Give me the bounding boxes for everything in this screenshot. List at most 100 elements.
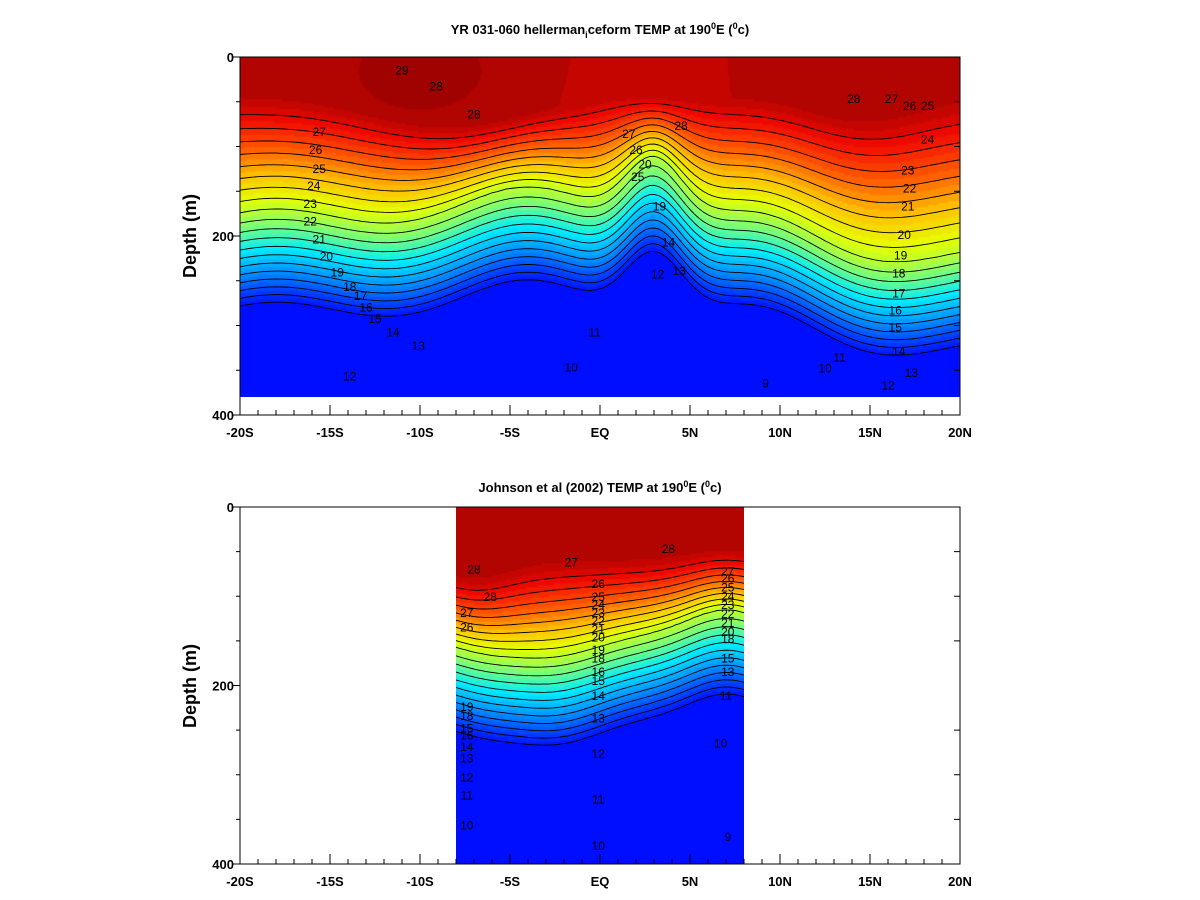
bottom-heatmap <box>456 507 744 864</box>
contour-label: 15 <box>592 674 606 688</box>
contour-label: 22 <box>721 607 735 621</box>
contour-line-28 <box>455 559 745 591</box>
y-tick-label: 400 <box>212 408 234 423</box>
contour-label: 14 <box>592 689 606 703</box>
contour-line-16 <box>455 642 745 693</box>
x-tick-label: 15N <box>858 874 882 889</box>
contour-label: 25 <box>631 170 645 184</box>
top-y-axis-label: Depth (m) <box>180 194 200 278</box>
contour-line-21 <box>240 149 960 248</box>
contour-label: 12 <box>343 370 357 384</box>
contour-line-24 <box>240 130 960 204</box>
bottom-y-axis-label: Depth (m) <box>180 644 200 728</box>
top-heatmap <box>240 57 960 397</box>
contour-label: 26 <box>309 143 323 157</box>
contour-label: 20 <box>320 250 334 264</box>
contour-label: 26 <box>903 99 917 113</box>
x-tick-label: -5S <box>500 874 521 889</box>
x-tick-label: 15N <box>858 425 882 440</box>
contour-label: 20 <box>592 630 606 644</box>
contour-label: 11 <box>720 689 733 703</box>
contour-line-11 <box>455 679 745 732</box>
x-tick-label: 20N <box>948 425 972 440</box>
contour-line-9 <box>455 693 745 746</box>
contour-label: 12 <box>881 379 895 393</box>
contour-line-23 <box>240 137 960 219</box>
contour-label: 19 <box>460 700 474 714</box>
contour-label: 25 <box>921 99 935 113</box>
x-tick-label: -10S <box>406 425 434 440</box>
contour-label: 10 <box>592 839 606 853</box>
contour-label: 20 <box>638 157 652 171</box>
contour-label: 18 <box>343 280 357 294</box>
contour-label: 15 <box>368 312 382 326</box>
contour-line-22 <box>455 598 745 642</box>
contour-label: 18 <box>721 632 735 646</box>
contour-label: 28 <box>662 542 676 556</box>
contour-line-15 <box>455 649 745 701</box>
contour-line-12 <box>455 672 745 724</box>
x-tick-label: EQ <box>591 425 610 440</box>
y-tick-label: 200 <box>212 679 234 694</box>
contour-label: 12 <box>460 770 474 784</box>
contour-label: 14 <box>662 235 676 249</box>
y-tick-label: 0 <box>227 500 234 515</box>
contour-label: 19 <box>653 200 667 214</box>
contour-label: 17 <box>892 286 906 300</box>
contour-label: 16 <box>359 301 373 315</box>
contour-line-21 <box>455 603 745 650</box>
contour-label: 24 <box>307 179 321 193</box>
contour-line-20 <box>455 609 745 659</box>
contour-label: 23 <box>901 164 915 178</box>
contour-label: 14 <box>892 345 906 359</box>
y-tick-label: 0 <box>227 50 234 65</box>
contour-label: 11 <box>588 326 601 340</box>
x-tick-label: -20S <box>226 425 254 440</box>
top-contour-labels: 2928282726252423222120191817161514131211… <box>304 63 935 392</box>
bottom-contour-lines <box>455 559 745 746</box>
contour-label: 14 <box>460 740 474 754</box>
contour-label: 27 <box>313 125 327 139</box>
contour-line-23 <box>455 592 745 634</box>
contour-line-19 <box>240 165 960 273</box>
contour-line-26 <box>455 574 745 610</box>
contour-label: 15 <box>889 320 903 334</box>
contour-label: 27 <box>622 127 636 141</box>
contour-label: 13 <box>460 752 474 766</box>
y-tick-label: 400 <box>212 857 234 872</box>
bottom-panel: Johnson et al (2002) TEMP at 1900E (0c) … <box>180 479 972 889</box>
contour-line-18 <box>455 626 745 677</box>
contour-label: 28 <box>847 92 861 106</box>
contour-label: 13 <box>592 712 606 726</box>
x-tick-label: 10N <box>768 874 792 889</box>
bottom-axes: -20S -15S -10S -5S EQ 5N 10N 15N 20N 0 200 400 <box>212 500 972 889</box>
contour-label: 10 <box>565 361 579 375</box>
top-axes: -20S -15S -10S -5S EQ 5N 10N 15N 20N 0 200 400 <box>212 50 972 440</box>
contour-line-26 <box>240 117 960 172</box>
contour-label: 27 <box>460 606 474 620</box>
contour-label: 14 <box>386 326 400 340</box>
contour-label: 28 <box>467 563 481 577</box>
x-tick-label: 20N <box>948 874 972 889</box>
contour-line-13 <box>240 219 960 325</box>
contour-label: 25 <box>721 580 735 594</box>
contour-label: 19 <box>894 249 908 263</box>
contour-label: 27 <box>565 555 579 569</box>
contour-line-27 <box>240 110 960 156</box>
contour-label: 21 <box>592 622 606 636</box>
contour-label: 26 <box>721 571 735 585</box>
contour-label: 21 <box>901 200 915 214</box>
contour-label: 18 <box>460 709 474 723</box>
contour-label: 25 <box>313 162 327 176</box>
contour-label: 12 <box>592 747 606 761</box>
contour-label: 12 <box>651 268 665 282</box>
contour-line-17 <box>240 184 960 291</box>
contour-line-25 <box>455 580 745 618</box>
contour-label: 26 <box>592 577 606 591</box>
contour-label: 20 <box>721 625 735 639</box>
contour-label: 15 <box>721 652 735 666</box>
contour-line-10 <box>240 243 960 348</box>
contour-label: 23 <box>592 606 606 620</box>
contour-line-22 <box>240 143 960 234</box>
